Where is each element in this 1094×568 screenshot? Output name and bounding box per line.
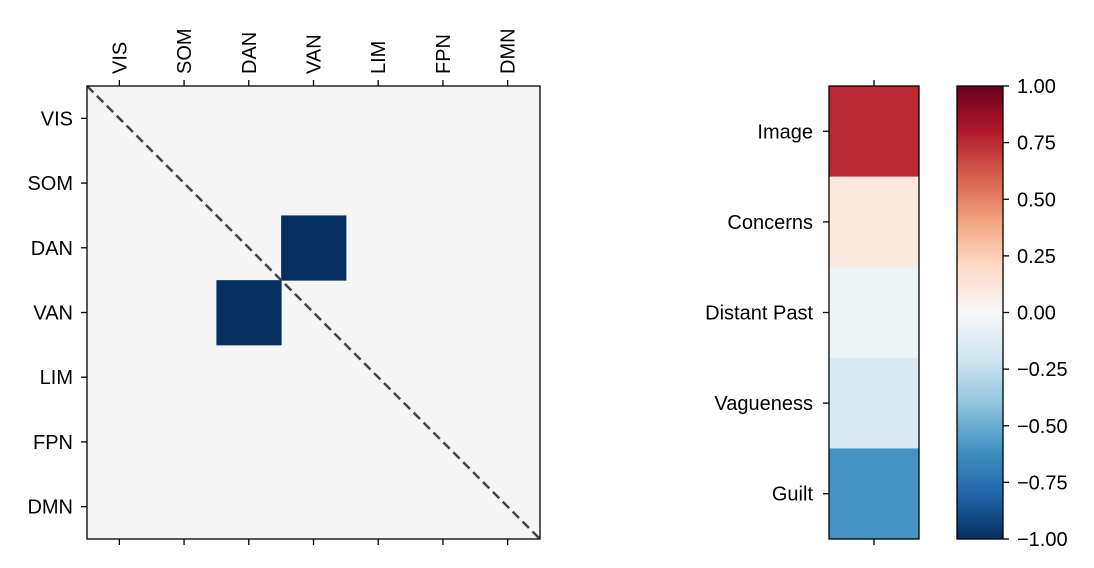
- y-tick-label-dmn: DMN: [27, 497, 73, 519]
- colorbar-ticks: 1.00 0.75 0.50 0.25 0.00 −0.25 −0.50 −0.75 −1.00: [1003, 76, 1068, 551]
- colorbar-tick-label: 0.25: [1017, 246, 1056, 268]
- colorbar-gradient: [957, 86, 1003, 539]
- matrix-background: [87, 86, 540, 539]
- y-tick-label-vagueness: Vagueness: [714, 393, 813, 415]
- colorbar-tick-label: 0.50: [1017, 189, 1056, 211]
- y-tick-label-concerns: Concerns: [727, 212, 813, 234]
- network-matrix-heatmap: VIS SOM DAN VAN LIM FPN DMN VIS SOM DAN VAN LIM FPN D…: [27, 28, 541, 545]
- colorbar-tick-label: −0.75: [1017, 472, 1068, 494]
- y-tick-label-fpn: FPN: [33, 432, 73, 454]
- colorbar-tick-label: −0.50: [1017, 416, 1068, 438]
- colorbar-tick-label: −1.00: [1017, 529, 1068, 551]
- cell-concerns: [829, 176, 919, 268]
- y-tick-label-van: VAN: [33, 303, 73, 325]
- y-tick-label-som: SOM: [27, 173, 73, 195]
- x-tick-label-lim: LIM: [368, 41, 390, 74]
- matrix-cell-dan-van: [281, 215, 347, 281]
- y-tick-label-lim: LIM: [40, 367, 73, 389]
- colorbar-tick-label: 0.75: [1017, 133, 1056, 155]
- y-tick-label-image: Image: [757, 121, 813, 143]
- condition-heatmap: Image Concerns Distant Past Vagueness Guilt: [705, 80, 920, 545]
- colorbar-tick-label: −0.25: [1017, 359, 1068, 381]
- y-tick-label-dan: DAN: [31, 238, 73, 260]
- x-tick-label-fpn: FPN: [433, 34, 455, 74]
- x-tick-label-vis: VIS: [109, 42, 131, 74]
- cell-guilt: [829, 448, 919, 540]
- y-tick-label-distant-past: Distant Past: [705, 303, 813, 325]
- matrix-cell-van-dan: [216, 280, 282, 346]
- cell-vagueness: [829, 357, 919, 449]
- x-tick-label-dmn: DMN: [498, 28, 520, 74]
- diagonal-dashed-line: [86, 85, 541, 540]
- y-tick-label-guilt: Guilt: [772, 484, 814, 506]
- cell-image: [829, 86, 919, 178]
- colorbar: 1.00 0.75 0.50 0.25 0.00 −0.25 −0.50 −0.75 −1.00: [956, 76, 1068, 551]
- x-tick-label-dan: DAN: [239, 32, 261, 74]
- colorbar-tick-label: 1.00: [1017, 76, 1056, 98]
- x-tick-label-som: SOM: [174, 28, 196, 74]
- y-tick-label-vis: VIS: [41, 108, 73, 130]
- cell-distant-past: [829, 267, 919, 359]
- x-tick-label-van: VAN: [304, 34, 326, 74]
- colorbar-tick-label: 0.00: [1017, 303, 1056, 325]
